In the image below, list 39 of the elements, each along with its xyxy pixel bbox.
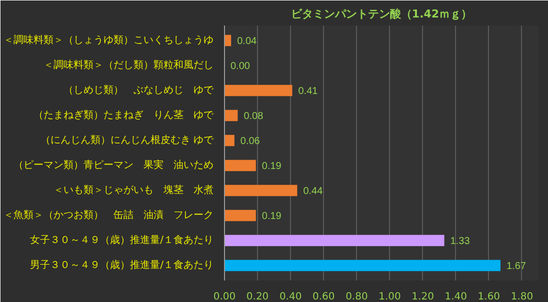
bar xyxy=(224,84,292,96)
text: 1.60 xyxy=(478,292,500,302)
y-tick-label: （しめじ類） ぶなしめじ ゆで xyxy=(64,84,214,96)
y-tick-label: ＜調味料類＞（しょうゆ類）こいくちしょうゆ xyxy=(4,34,214,46)
y-tick-label: （ピーマン類）青ピーマン 果実 油いため xyxy=(14,159,214,171)
bar xyxy=(224,134,234,146)
data-label: 0.41 xyxy=(298,86,318,97)
bar xyxy=(224,110,238,122)
text: 1.20 xyxy=(412,292,434,302)
data-label: 0.19 xyxy=(262,211,282,222)
bar xyxy=(224,184,298,196)
y-tick-label: ＜いも類＞じゃがいも 塊茎 水煮 xyxy=(54,184,214,196)
data-label: 0.44 xyxy=(303,186,324,197)
text: 0.00 xyxy=(213,292,236,302)
data-label: 1.67 xyxy=(506,261,526,272)
bar xyxy=(224,160,256,172)
chart-title: ビタミンパントテン酸（1.42ｍｇ） xyxy=(290,8,472,20)
text: 1.40 xyxy=(444,292,467,302)
data-label: 0.00 xyxy=(230,61,250,72)
bar xyxy=(224,260,500,272)
bar xyxy=(224,210,256,222)
data-label: 0.19 xyxy=(262,161,282,172)
y-tick-label: 男子３０～４９（歳）推進量/１食あたり xyxy=(30,259,214,271)
y-tick-label: 女子３０～４９（歳）推進量/１食あたり xyxy=(30,234,214,246)
data-label: 0.04 xyxy=(237,36,258,47)
text: 0.20 xyxy=(246,292,269,302)
y-tick-label: ＜魚類＞（かつお類） 缶詰 油漬 フレーク xyxy=(4,209,214,221)
data-label: 0.06 xyxy=(240,136,260,147)
bar xyxy=(224,234,444,246)
text: 1.80 xyxy=(510,292,534,302)
y-tick-label: （たまねぎ類）たまねぎ りん茎 ゆで xyxy=(34,109,214,121)
text: 0.60 xyxy=(312,292,335,302)
data-label: 1.33 xyxy=(450,236,470,247)
y-tick-label: （にんじん類）にんじん根皮むき ゆで xyxy=(40,134,214,146)
text: 1.00 xyxy=(378,292,401,302)
data-label: 0.08 xyxy=(244,111,264,122)
y-tick-label: ＜調味料類＞（だし類）顆粒和風だし xyxy=(44,59,214,71)
text: 0.40 xyxy=(279,292,302,302)
text: 0.80 xyxy=(346,292,368,302)
